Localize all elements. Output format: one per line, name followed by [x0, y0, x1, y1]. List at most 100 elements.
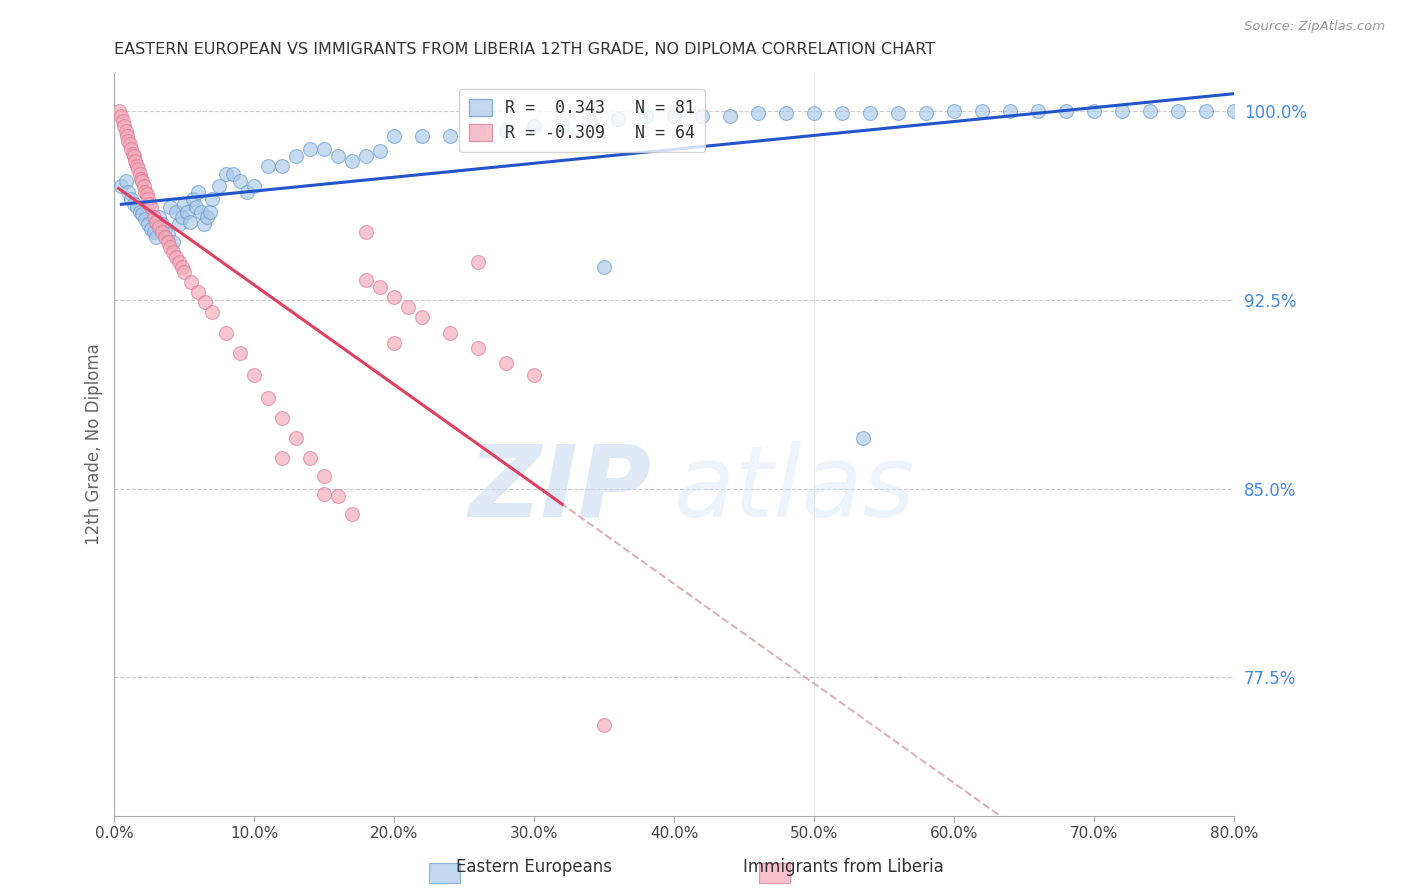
Point — [127, 161, 149, 176]
Point — [314, 486, 336, 500]
Point — [145, 215, 167, 229]
Point — [131, 174, 153, 188]
Point — [1054, 103, 1077, 118]
Point — [135, 187, 157, 202]
Text: Immigrants from Liberia: Immigrants from Liberia — [744, 858, 943, 876]
Point — [194, 295, 217, 310]
Point — [831, 106, 853, 120]
Point — [134, 185, 156, 199]
Point — [165, 250, 187, 264]
Point — [368, 145, 391, 159]
Point — [328, 489, 350, 503]
Point — [775, 106, 797, 120]
Point — [271, 159, 294, 173]
Point — [125, 200, 148, 214]
Point — [859, 106, 882, 120]
Point — [1026, 103, 1049, 118]
Point — [229, 345, 252, 359]
Point — [181, 192, 204, 206]
Point — [193, 217, 215, 231]
Point — [150, 225, 173, 239]
Point — [356, 149, 378, 163]
Text: atlas: atlas — [673, 441, 915, 538]
Point — [118, 136, 141, 151]
Point — [201, 305, 224, 319]
Point — [153, 230, 176, 244]
Point — [1139, 103, 1161, 118]
Point — [110, 109, 132, 123]
Point — [368, 280, 391, 294]
Point — [495, 124, 517, 138]
Point — [159, 240, 181, 254]
Point — [138, 197, 160, 211]
Point — [114, 174, 136, 188]
Point — [467, 124, 489, 138]
Point — [356, 225, 378, 239]
Point — [114, 124, 136, 138]
Point — [467, 255, 489, 269]
Point — [607, 112, 630, 126]
Text: Eastern Europeans: Eastern Europeans — [457, 858, 612, 876]
Point — [328, 149, 350, 163]
Point — [396, 301, 419, 315]
Point — [1083, 103, 1105, 118]
Point — [271, 451, 294, 466]
Point — [136, 217, 159, 231]
Legend: R =  0.343   N = 81, R = -0.309   N = 64: R = 0.343 N = 81, R = -0.309 N = 64 — [458, 89, 706, 152]
Point — [156, 227, 179, 242]
Point — [943, 103, 966, 118]
Point — [439, 326, 461, 340]
Point — [122, 149, 145, 163]
Point — [190, 204, 212, 219]
Point — [124, 154, 146, 169]
Point — [136, 192, 159, 206]
Point — [662, 109, 685, 123]
Point — [201, 192, 224, 206]
Point — [718, 109, 741, 123]
Point — [1223, 103, 1246, 118]
Point — [167, 217, 190, 231]
Point — [167, 255, 190, 269]
Point — [215, 326, 238, 340]
Point — [356, 273, 378, 287]
Point — [523, 368, 546, 383]
Point — [523, 119, 546, 133]
Point — [142, 210, 165, 224]
Point — [229, 174, 252, 188]
Point — [593, 718, 616, 732]
Point — [998, 103, 1021, 118]
Point — [139, 200, 162, 214]
Point — [139, 222, 162, 236]
Point — [198, 204, 221, 219]
Point — [184, 200, 207, 214]
Point — [121, 146, 143, 161]
Point — [128, 204, 150, 219]
Point — [120, 142, 142, 156]
Point — [117, 134, 139, 148]
Text: ZIP: ZIP — [468, 441, 652, 538]
Point — [411, 129, 433, 144]
Point — [382, 290, 405, 304]
Point — [150, 217, 173, 231]
Point — [215, 167, 238, 181]
Point — [243, 179, 266, 194]
Point — [852, 431, 875, 445]
Point — [1167, 103, 1189, 118]
Point — [382, 335, 405, 350]
Point — [107, 103, 129, 118]
Point — [299, 142, 322, 156]
Point — [128, 167, 150, 181]
Point — [285, 431, 308, 445]
Point — [134, 212, 156, 227]
Point — [129, 172, 152, 186]
Point — [122, 197, 145, 211]
Point — [145, 230, 167, 244]
Point — [112, 119, 135, 133]
Point — [180, 275, 202, 289]
Point — [495, 356, 517, 370]
Point — [342, 507, 364, 521]
Point — [173, 265, 195, 279]
Y-axis label: 12th Grade, No Diploma: 12th Grade, No Diploma — [86, 343, 103, 545]
Point — [690, 109, 713, 123]
Point — [382, 129, 405, 144]
